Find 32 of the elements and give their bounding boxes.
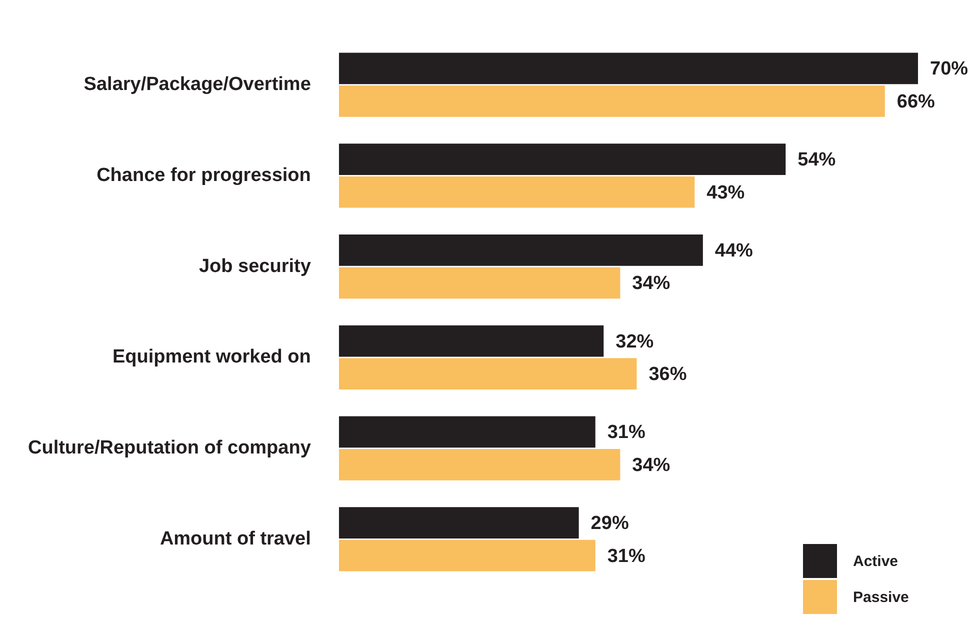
bar [338,507,579,539]
data-label: 43% [706,182,745,204]
legend-label: Active [853,553,898,570]
data-label: 34% [632,273,670,294]
data-label: 70% [930,58,968,80]
y-tick-label: Culture/Reputation of company [28,438,312,459]
y-tick-label: Equipment worked on [112,346,311,368]
y-tick-label: Amount of travel [160,528,311,550]
bar [338,234,703,266]
data-label: 36% [648,364,687,386]
legend-label: Passive [853,589,909,606]
data-label: 54% [798,150,836,171]
y-tick-label: Chance for progression [96,164,311,186]
y-tick-label: Salary/Package/Overtime [84,74,311,96]
data-label: 44% [714,240,754,262]
bar [338,52,918,84]
bar [338,85,885,117]
bar [338,448,620,480]
bar [338,325,604,357]
data-label: 34% [632,454,670,476]
y-tick-label: Job security [198,256,312,277]
bar [338,358,637,390]
bar [338,144,786,176]
data-label: 29% [590,513,629,534]
data-label: 31% [607,546,646,567]
bar [338,540,596,572]
bar [338,176,695,208]
data-label: 32% [616,331,654,352]
data-label: 31% [607,422,646,444]
bar [338,416,596,448]
bar [338,267,620,299]
data-label: 66% [896,91,936,112]
